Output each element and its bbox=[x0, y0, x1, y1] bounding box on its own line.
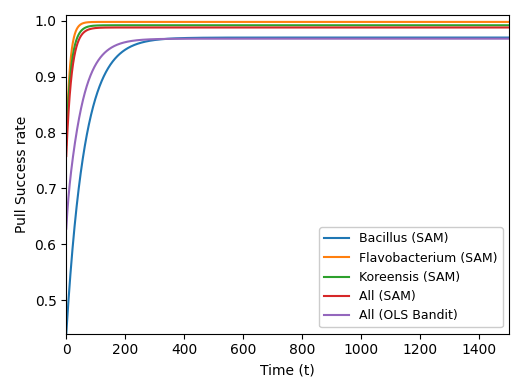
Koreensis (SAM) bbox=[73, 38, 79, 43]
Flavobacterium (SAM) bbox=[506, 20, 512, 24]
Bacillus (SAM) bbox=[506, 35, 512, 40]
All (SAM) bbox=[506, 25, 512, 30]
Koreensis (SAM) bbox=[101, 23, 107, 28]
Koreensis (SAM) bbox=[506, 23, 512, 27]
Flavobacterium (SAM) bbox=[73, 28, 79, 33]
Flavobacterium (SAM) bbox=[121, 20, 127, 24]
Flavobacterium (SAM) bbox=[101, 20, 107, 24]
Bacillus (SAM) bbox=[121, 48, 127, 53]
Koreensis (SAM) bbox=[121, 23, 127, 27]
All (SAM) bbox=[101, 25, 107, 30]
Line: Flavobacterium (SAM): Flavobacterium (SAM) bbox=[66, 22, 509, 145]
All (OLS Bandit) bbox=[506, 36, 512, 41]
Koreensis (SAM) bbox=[239, 23, 246, 27]
All (SAM) bbox=[69, 66, 75, 71]
Flavobacterium (SAM) bbox=[69, 43, 75, 47]
All (SAM) bbox=[73, 46, 79, 51]
All (OLS Bandit) bbox=[101, 51, 107, 56]
Bacillus (SAM) bbox=[101, 74, 107, 79]
Koreensis (SAM) bbox=[69, 56, 75, 60]
X-axis label: Time (t): Time (t) bbox=[260, 363, 315, 377]
All (SAM) bbox=[256, 25, 263, 30]
Bacillus (SAM) bbox=[73, 209, 79, 214]
Bacillus (SAM) bbox=[63, 331, 69, 336]
All (SAM) bbox=[63, 154, 69, 158]
Koreensis (SAM) bbox=[66, 97, 72, 102]
Bacillus (SAM) bbox=[66, 299, 72, 304]
Flavobacterium (SAM) bbox=[63, 143, 69, 147]
Legend: Bacillus (SAM), Flavobacterium (SAM), Koreensis (SAM), All (SAM), All (OLS Bandi: Bacillus (SAM), Flavobacterium (SAM), Ko… bbox=[319, 227, 503, 327]
Line: All (OLS Bandit): All (OLS Bandit) bbox=[66, 39, 509, 229]
All (OLS Bandit) bbox=[69, 159, 75, 163]
Flavobacterium (SAM) bbox=[71, 35, 77, 40]
Line: All (SAM): All (SAM) bbox=[66, 27, 509, 156]
Flavobacterium (SAM) bbox=[195, 20, 202, 24]
Line: Koreensis (SAM): Koreensis (SAM) bbox=[66, 25, 509, 140]
All (OLS Bandit) bbox=[73, 133, 79, 138]
Y-axis label: Pull Success rate: Pull Success rate bbox=[15, 116, 29, 233]
Flavobacterium (SAM) bbox=[66, 89, 72, 93]
All (OLS Bandit) bbox=[66, 196, 72, 200]
Line: Bacillus (SAM): Bacillus (SAM) bbox=[66, 38, 509, 334]
All (SAM) bbox=[71, 56, 77, 61]
All (OLS Bandit) bbox=[71, 147, 77, 152]
Koreensis (SAM) bbox=[63, 138, 69, 142]
All (SAM) bbox=[66, 112, 72, 116]
All (OLS Bandit) bbox=[121, 40, 127, 45]
Bacillus (SAM) bbox=[71, 231, 77, 236]
All (OLS Bandit) bbox=[63, 226, 69, 231]
Bacillus (SAM) bbox=[69, 248, 75, 252]
All (SAM) bbox=[121, 25, 127, 30]
Koreensis (SAM) bbox=[71, 47, 77, 52]
